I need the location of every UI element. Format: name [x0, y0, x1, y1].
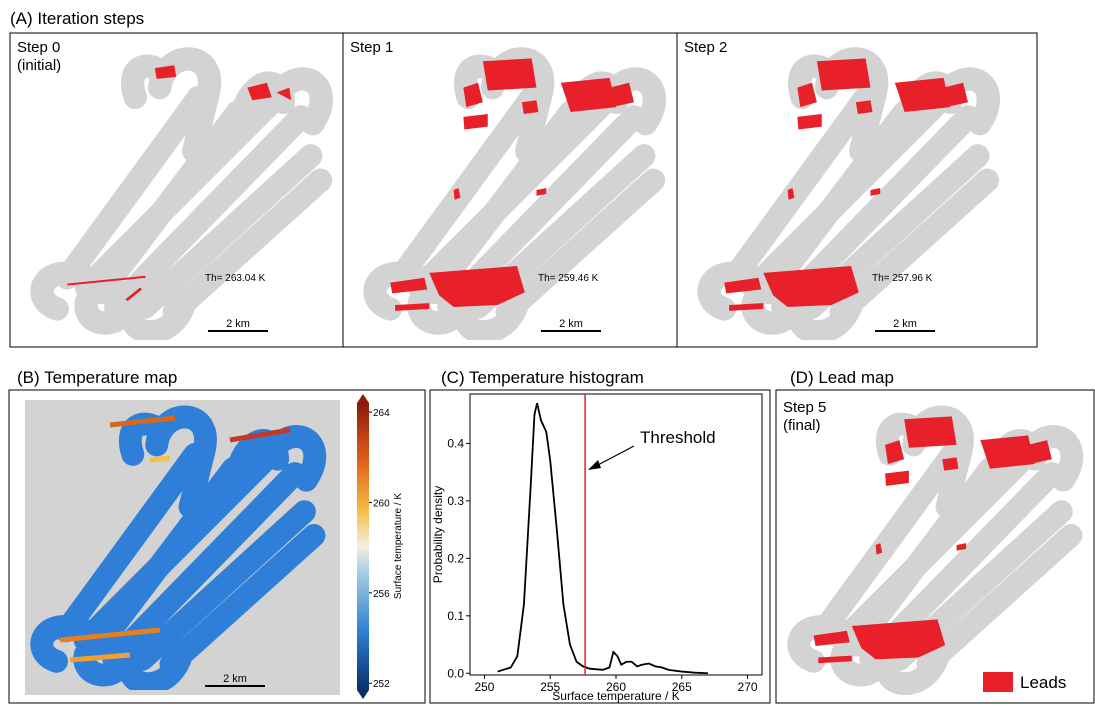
scale-label: 2 km: [559, 318, 583, 330]
colorbar: [357, 403, 369, 690]
arrow-head: [588, 460, 601, 470]
colorbar-tick-label: 260: [373, 498, 390, 509]
panel-title: (D) Lead map: [790, 368, 894, 387]
step-label: Step 1: [350, 39, 393, 56]
panel-frame: [429, 389, 771, 704]
panel-title: (B) Temperature map: [17, 368, 177, 387]
panel-frame: [775, 389, 1095, 704]
panel-title: (C) Temperature histogram: [441, 368, 644, 387]
x-tick-label: 250: [474, 680, 494, 694]
y-axis-label: Probability density: [431, 486, 445, 583]
panel-title: (A) Iteration steps: [10, 9, 144, 28]
y-tick-label: 0.2: [447, 551, 464, 565]
colorbar-tick-label: 264: [373, 408, 390, 419]
colorbar-label: Surface temperature / K: [393, 493, 404, 599]
density-line: [497, 402, 709, 675]
colorbar-tick-label: 252: [373, 679, 390, 690]
y-tick-label: 0.3: [447, 494, 464, 508]
step-label: Step 5: [783, 399, 826, 416]
y-tick-label: 0.1: [447, 609, 464, 623]
scale-label: 2 km: [223, 673, 247, 685]
map: [42, 59, 321, 332]
legend-label: Leads: [1020, 673, 1066, 692]
threshold-label: Th= 257.96 K: [872, 273, 933, 284]
legend-swatch: [983, 672, 1013, 692]
colorbar-extend: [357, 394, 369, 403]
annotation-arrow: [595, 445, 635, 467]
annotation: Threshold: [640, 428, 716, 447]
panel-a: Step 0(initial) Th= 263.04 K 2 km Step 1 Th=…: [17, 33, 988, 347]
threshold-label: Th= 259.46 K: [538, 273, 599, 284]
x-tick-label: 265: [672, 680, 692, 694]
y-tick-label: 0.0: [447, 666, 464, 680]
warm-features: [59, 415, 291, 663]
panel-frame: [9, 32, 1038, 348]
step-sublabel: (final): [783, 417, 821, 434]
x-tick-label: 255: [540, 680, 560, 694]
colorbar-extend: [357, 690, 369, 699]
colorbar-tick-label: 256: [373, 589, 390, 600]
histogram: 250 255 260 265 270 0.0 0.1 0.2 0.3 0.4 Surface te…: [431, 393, 763, 703]
step-label: Step 0: [17, 39, 60, 56]
x-axis-label: Surface temperature / K: [552, 689, 679, 703]
scale-label: 2 km: [226, 318, 250, 330]
step-sublabel: (initial): [17, 57, 61, 74]
scale-label: 2 km: [893, 318, 917, 330]
step-label: Step 2: [684, 39, 727, 56]
colorbar-axis: 252 256 260 264: [369, 408, 390, 690]
plot-frame: [469, 393, 763, 676]
y-tick-label: 0.4: [447, 436, 464, 450]
panel-frame: [8, 389, 426, 704]
x-tick-label: 270: [738, 680, 758, 694]
x-tick-label: 260: [606, 680, 626, 694]
threshold-label: Th= 263.04 K: [205, 273, 266, 284]
